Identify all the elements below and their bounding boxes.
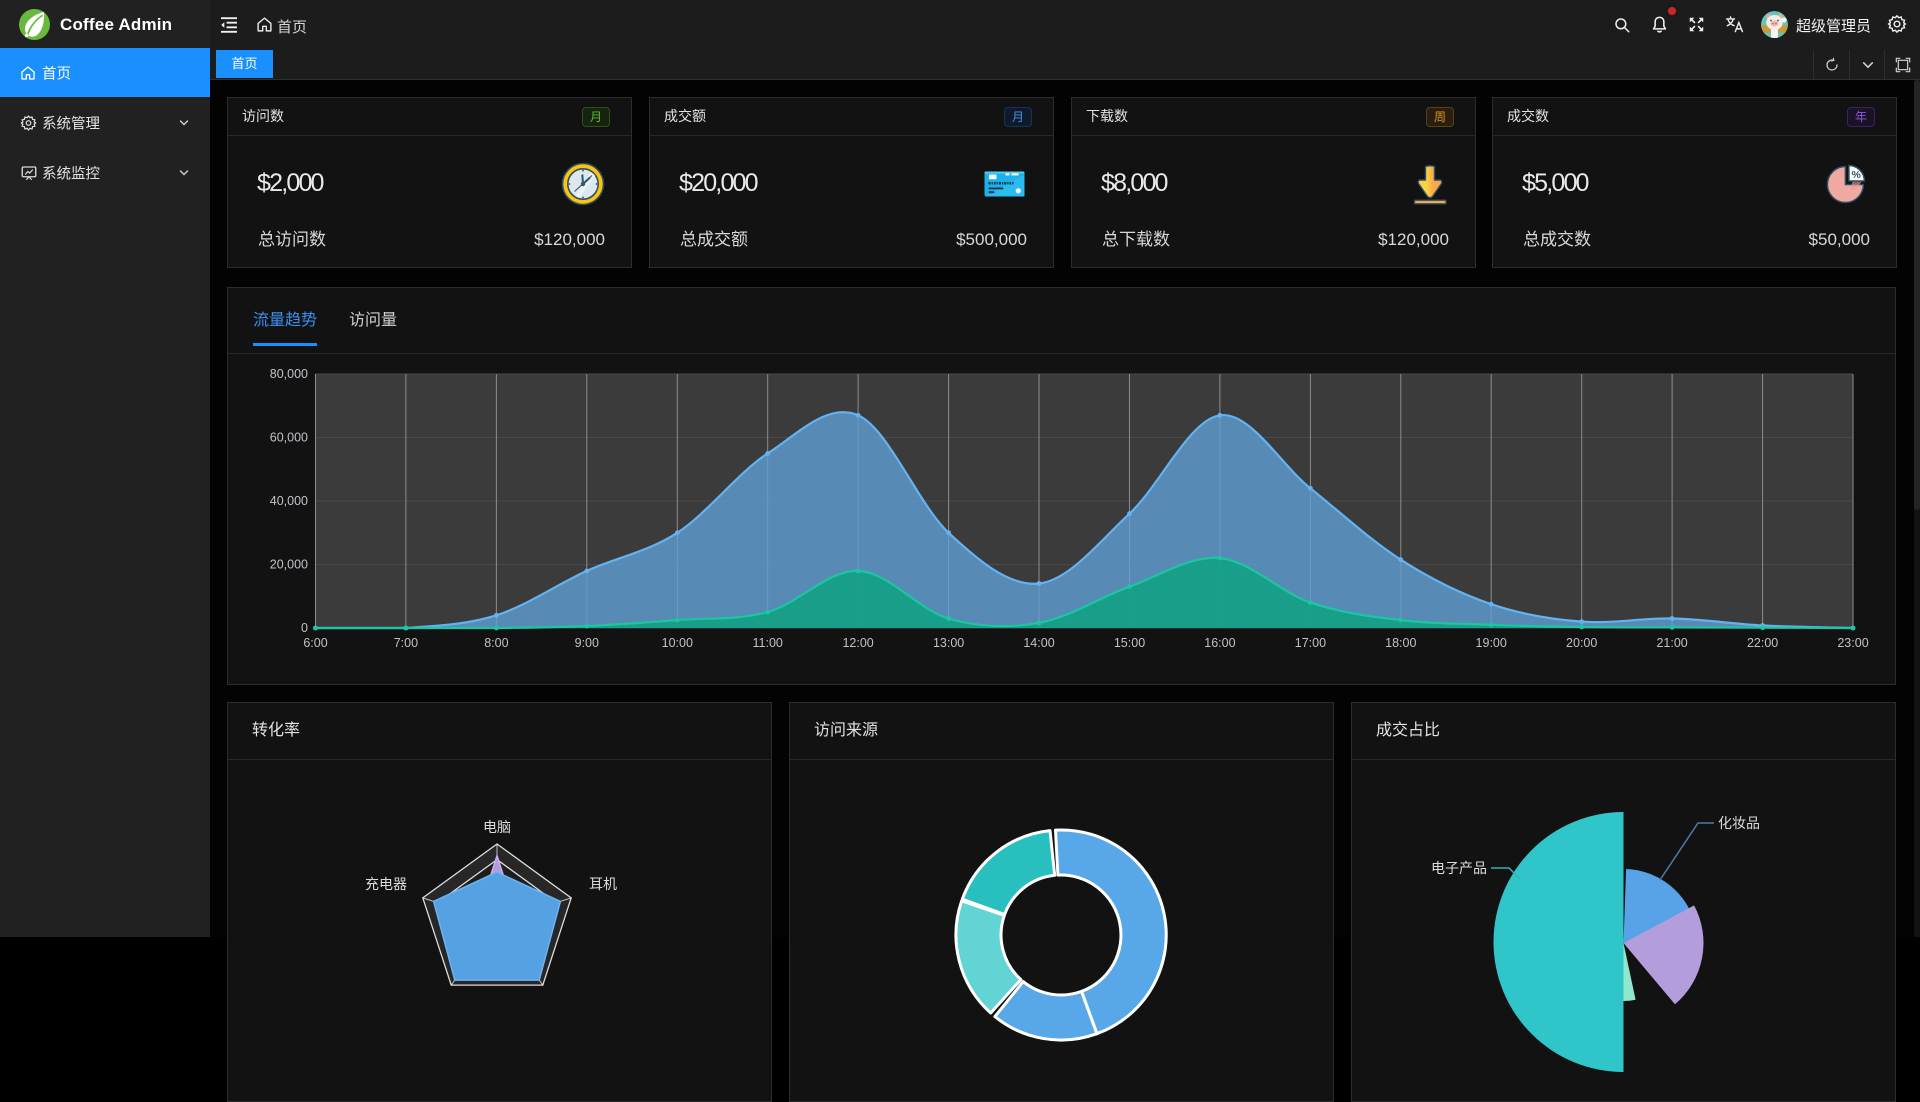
svg-text:%: % bbox=[1852, 169, 1862, 181]
svg-text:22:00: 22:00 bbox=[1747, 636, 1778, 650]
svg-text:20,000: 20,000 bbox=[270, 558, 308, 572]
svg-text:16:00: 16:00 bbox=[1204, 636, 1235, 650]
svg-text:19:00: 19:00 bbox=[1476, 636, 1507, 650]
svg-text:40,000: 40,000 bbox=[270, 494, 308, 508]
svg-text:15:00: 15:00 bbox=[1114, 636, 1145, 650]
svg-text:化妆品: 化妆品 bbox=[1718, 815, 1760, 831]
svg-text:21:00: 21:00 bbox=[1656, 636, 1687, 650]
svg-text:13:00: 13:00 bbox=[933, 636, 964, 650]
svg-text:耳机: 耳机 bbox=[589, 876, 617, 892]
svg-text:10:00: 10:00 bbox=[662, 636, 693, 650]
svg-text:6:00: 6:00 bbox=[303, 636, 327, 650]
svg-text:60,000: 60,000 bbox=[270, 431, 308, 445]
svg-text:7:00: 7:00 bbox=[394, 636, 418, 650]
svg-text:电子产品: 电子产品 bbox=[1431, 860, 1487, 876]
svg-text:8:00: 8:00 bbox=[484, 636, 508, 650]
svg-text:20:00: 20:00 bbox=[1566, 636, 1597, 650]
svg-text:23:00: 23:00 bbox=[1837, 636, 1868, 650]
svg-text:80,000: 80,000 bbox=[270, 367, 308, 381]
svg-text:电脑: 电脑 bbox=[483, 819, 511, 835]
svg-text:11:00: 11:00 bbox=[753, 636, 783, 650]
svg-text:12:00: 12:00 bbox=[842, 636, 873, 650]
svg-text:14:00: 14:00 bbox=[1023, 636, 1054, 650]
svg-text:18:00: 18:00 bbox=[1385, 636, 1416, 650]
svg-text:17:00: 17:00 bbox=[1295, 636, 1326, 650]
svg-text:充电器: 充电器 bbox=[365, 876, 407, 892]
svg-text:0: 0 bbox=[301, 621, 308, 635]
svg-text:9:00: 9:00 bbox=[575, 636, 599, 650]
